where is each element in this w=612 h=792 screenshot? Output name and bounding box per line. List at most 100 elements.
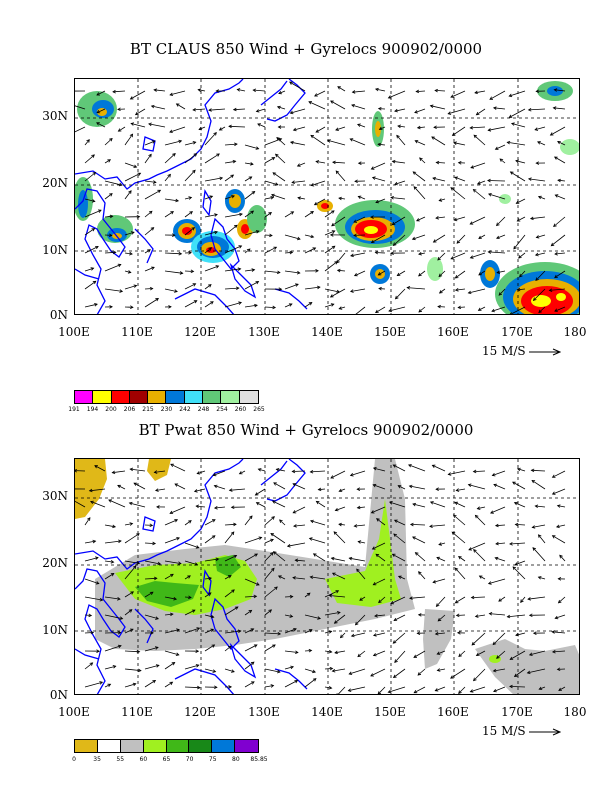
wind-vector-shaft bbox=[75, 126, 86, 133]
wind-vector-shaft bbox=[256, 108, 266, 112]
wind-vector-shaft bbox=[135, 108, 146, 116]
wind-vector-shaft bbox=[204, 247, 212, 254]
wind-vector-shaft bbox=[244, 681, 255, 688]
colorbar-tick-label: 230 bbox=[160, 406, 173, 413]
wind-vector-shaft bbox=[224, 213, 243, 218]
wind-vector-shaft bbox=[532, 547, 546, 562]
wind-vector-arrowhead-icon bbox=[334, 507, 339, 512]
wind-vector-shaft bbox=[244, 578, 260, 586]
colorbar-swatch bbox=[235, 740, 258, 752]
wind-vector-shaft bbox=[458, 686, 466, 694]
wind-vector-arrowhead-icon bbox=[273, 482, 277, 486]
wind-vector-arrowhead-icon bbox=[418, 571, 422, 575]
wind-vector-arrowhead-icon bbox=[188, 520, 192, 524]
wind-vector-shaft bbox=[473, 134, 486, 146]
wind-vector-shaft bbox=[552, 488, 566, 495]
wind-vector-arrowhead-icon bbox=[454, 275, 459, 279]
wind-vector-arrowhead-icon bbox=[378, 599, 382, 604]
wind-vector-shaft bbox=[349, 668, 366, 675]
wind-vector-shaft bbox=[417, 668, 426, 676]
wind-vector-shaft bbox=[310, 520, 326, 526]
wind-vector-shaft bbox=[530, 216, 546, 220]
wind-vector-shaft bbox=[415, 552, 426, 562]
wind-vector-shaft bbox=[510, 650, 526, 660]
wind-vector-arrowhead-icon bbox=[313, 201, 318, 206]
map-2-wind-vectors bbox=[75, 463, 566, 694]
wind-vector-arrowhead-icon bbox=[435, 603, 440, 608]
wind-vector-arrowhead-icon bbox=[436, 556, 440, 561]
wind-vector-arrowhead-icon bbox=[289, 614, 294, 618]
wind-vector-arrowhead-icon bbox=[392, 640, 397, 644]
wind-vector-shaft bbox=[148, 123, 166, 128]
wind-vector-arrowhead-icon bbox=[117, 630, 122, 635]
wind-vector-arrowhead-icon bbox=[209, 195, 214, 199]
wind-vector-arrowhead-icon bbox=[456, 631, 461, 635]
wind-vector-arrowhead-icon bbox=[429, 524, 433, 528]
wind-vector-arrowhead-icon bbox=[96, 122, 100, 126]
wind-vector-arrowhead-icon bbox=[455, 613, 460, 618]
wind-vector-arrowhead-icon bbox=[127, 270, 132, 274]
wind-vector-arrowhead-icon bbox=[137, 172, 142, 176]
wind-vector-shaft bbox=[104, 138, 113, 146]
wind-vector-arrowhead-icon bbox=[548, 288, 553, 292]
wind-vector-arrowhead-icon bbox=[412, 171, 417, 175]
wind-vector-shaft bbox=[311, 180, 326, 186]
wind-vector-arrowhead-icon bbox=[112, 89, 116, 94]
wind-vector-shaft bbox=[233, 108, 246, 111]
wind-vector-arrowhead-icon bbox=[277, 125, 282, 129]
wind-vector-shaft bbox=[204, 668, 216, 673]
map-2-lat-30n: 30N bbox=[42, 489, 68, 503]
wind-vector-shaft bbox=[553, 107, 566, 110]
wind-vector-shaft bbox=[324, 261, 338, 272]
wind-vector-shaft bbox=[224, 174, 234, 182]
wind-vector-shaft bbox=[538, 306, 546, 313]
wind-vector-shaft bbox=[144, 577, 157, 580]
wind-vector-shaft bbox=[204, 614, 214, 618]
wind-vector-shaft bbox=[520, 596, 526, 603]
wind-vector-arrowhead-icon bbox=[326, 139, 331, 143]
wind-vector-shaft bbox=[475, 515, 486, 526]
map-1-lat-30n: 30N bbox=[42, 109, 68, 123]
wind-vector-arrowhead-icon bbox=[516, 287, 521, 292]
wind-vector-arrowhead-icon bbox=[192, 283, 197, 287]
wind-vector-arrowhead-icon bbox=[272, 644, 276, 648]
wind-vector-arrowhead-icon bbox=[437, 256, 441, 261]
wind-vector-arrowhead-icon bbox=[112, 665, 117, 669]
wind-vector-arrowhead-icon bbox=[269, 552, 274, 556]
wind-vector-arrowhead-icon bbox=[353, 524, 358, 528]
wind-vector-shaft bbox=[284, 270, 300, 274]
wind-vector-arrowhead-icon bbox=[494, 556, 499, 561]
wind-vector-shaft bbox=[84, 154, 95, 164]
wind-vector-arrowhead-icon bbox=[489, 96, 493, 100]
wind-vector-arrowhead-icon bbox=[310, 211, 315, 215]
map-1-canvas bbox=[75, 79, 579, 314]
wind-vector-shaft bbox=[498, 288, 506, 296]
wind-vector-arrowhead-icon bbox=[374, 87, 379, 92]
wind-vector-arrowhead-icon bbox=[177, 561, 182, 565]
wind-vector-shaft bbox=[458, 650, 466, 657]
wind-vector-shaft bbox=[313, 553, 326, 562]
wind-vector-shaft bbox=[117, 485, 126, 490]
wind-vector-arrowhead-icon bbox=[194, 562, 199, 566]
wind-vector-shaft bbox=[264, 539, 274, 544]
wind-vector-arrowhead-icon bbox=[475, 652, 480, 656]
wind-vector-shaft bbox=[124, 650, 140, 653]
wind-vector-shaft bbox=[196, 505, 206, 508]
wind-vector-shaft bbox=[553, 216, 566, 227]
wind-vector-shaft bbox=[96, 90, 106, 96]
wind-vector-shaft bbox=[244, 553, 258, 562]
wind-vector-arrowhead-icon bbox=[133, 482, 138, 486]
wind-vector-shaft bbox=[376, 518, 386, 526]
wind-vector-shaft bbox=[450, 90, 466, 98]
wind-vector-arrowhead-icon bbox=[286, 543, 291, 548]
wind-vector-arrowhead-icon bbox=[392, 464, 397, 468]
wind-vector-arrowhead-icon bbox=[214, 685, 218, 690]
wind-vector-arrowhead-icon bbox=[150, 104, 155, 109]
wind-vector-shaft bbox=[350, 470, 366, 476]
wind-vector-shaft bbox=[509, 108, 526, 118]
wind-vector-arrowhead-icon bbox=[231, 589, 235, 593]
wind-vector-shaft bbox=[388, 90, 406, 99]
wind-vector-shaft bbox=[490, 506, 506, 514]
wind-vector-shaft bbox=[304, 211, 314, 218]
wind-vector-shaft bbox=[184, 664, 199, 670]
